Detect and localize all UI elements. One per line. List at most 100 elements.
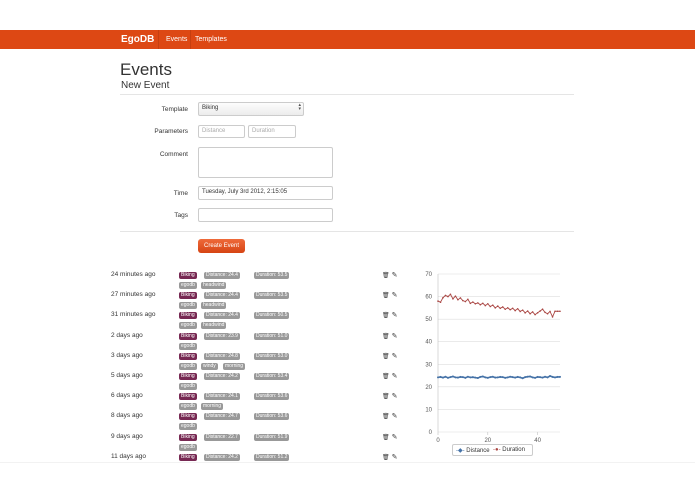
data-point-duration <box>482 302 484 305</box>
legend-item-distance[interactable]: -◆- Distance <box>456 447 490 454</box>
data-point-distance <box>476 377 479 380</box>
y-tick-label: 70 <box>425 272 432 278</box>
data-point-duration <box>462 299 464 302</box>
parameter-tag: Duration: 51.9 <box>254 433 290 441</box>
x-tick-label: 20 <box>484 438 491 444</box>
edit-icon[interactable]: ✎ <box>391 433 398 441</box>
parameter-tag: Distance: 24.4 <box>204 312 240 320</box>
data-point-distance <box>471 376 474 379</box>
row-actions: 🗑 ✎ <box>382 311 398 319</box>
event-time: 5 days ago <box>111 372 143 379</box>
y-tick-label: 10 <box>425 407 432 413</box>
parameter-tag: Duration: 53.0 <box>254 352 290 360</box>
event-time: 2 days ago <box>111 331 143 339</box>
tags-label: Tags <box>174 212 188 219</box>
data-point-distance <box>501 376 504 379</box>
row-actions: 🗑 ✎ <box>382 271 398 279</box>
edit-icon[interactable]: ✎ <box>391 453 398 461</box>
event-time: 3 days ago <box>111 351 143 359</box>
data-point-distance <box>466 375 469 378</box>
data-point-distance <box>506 376 509 379</box>
data-point-duration <box>486 302 489 305</box>
data-point-distance <box>514 376 517 379</box>
data-point-duration <box>536 312 539 314</box>
row-actions: 🗑 ✎ <box>382 291 398 299</box>
data-point-duration <box>444 294 447 297</box>
navbar: EgoDB Events Templates <box>0 30 695 49</box>
data-point-duration <box>519 310 521 313</box>
row-actions: 🗑 ✎ <box>382 392 398 400</box>
template-tag: Biking <box>179 393 197 401</box>
edit-icon[interactable]: ✎ <box>391 312 398 320</box>
data-point-duration <box>452 298 454 300</box>
trash-icon[interactable]: 🗑 <box>382 374 390 380</box>
nav-templates-link[interactable]: Templates <box>195 36 227 43</box>
data-point-distance <box>479 375 482 378</box>
user-tag: headwind <box>201 282 227 289</box>
user-tag: egodb <box>179 383 197 390</box>
parameter-tag: Distance: 24.4 <box>204 292 240 300</box>
edit-icon[interactable]: ✎ <box>391 332 398 340</box>
data-point-distance <box>504 376 507 379</box>
trash-icon[interactable]: 🗑 <box>382 394 390 401</box>
trash-icon[interactable]: 🗑 <box>382 454 390 461</box>
parameter-tag: Distance: 24.8 <box>204 352 240 360</box>
tags-input[interactable] <box>198 208 333 222</box>
data-point-duration <box>509 308 512 311</box>
trash-icon[interactable]: 🗑 <box>382 293 390 300</box>
parameter-tag: Duration: 53.4 <box>254 373 290 380</box>
data-point-duration <box>439 301 442 304</box>
user-tag: egodb <box>179 443 197 451</box>
data-point-duration <box>442 296 444 299</box>
duration-input[interactable]: Duration <box>248 125 296 138</box>
data-point-distance <box>531 376 534 379</box>
data-point-distance <box>464 376 467 379</box>
trash-icon[interactable]: 🗑 <box>382 414 390 421</box>
time-label: Time <box>173 190 188 197</box>
trash-icon[interactable]: 🗑 <box>382 353 390 360</box>
data-point-distance <box>481 375 484 378</box>
parameter-tag: Distance: 24.7 <box>204 413 240 421</box>
data-point-duration <box>489 305 492 308</box>
data-point-distance <box>437 376 439 379</box>
time-input[interactable]: Tuesday, July 3rd 2012, 2:15:05 <box>198 186 333 200</box>
parameter-tag: Distance: 24.2 <box>204 373 240 380</box>
edit-icon[interactable]: ✎ <box>391 292 398 300</box>
edit-icon[interactable]: ✎ <box>391 413 398 421</box>
user-tag: headwind <box>201 322 227 330</box>
template-tag: Biking <box>179 332 197 340</box>
legend-item-duration[interactable]: -●- Duration <box>493 447 525 453</box>
user-tag: egodb <box>179 322 197 330</box>
template-select[interactable]: Biking ▴ ▾ <box>198 102 304 116</box>
brand-logo[interactable]: EgoDB <box>121 34 155 45</box>
user-tag: egodb <box>179 282 197 289</box>
data-point-duration <box>554 310 556 313</box>
data-point-duration <box>474 302 477 305</box>
data-point-distance <box>509 375 512 378</box>
trash-icon[interactable]: 🗑 <box>382 434 390 441</box>
create-event-button[interactable]: Create Event <box>198 239 245 253</box>
data-point-duration <box>549 310 551 313</box>
trash-icon[interactable]: 🗑 <box>382 273 390 279</box>
edit-icon[interactable]: ✎ <box>391 272 398 279</box>
data-point-duration <box>464 300 467 303</box>
event-time: 24 minutes ago <box>111 271 156 278</box>
edit-icon[interactable]: ✎ <box>391 373 398 380</box>
event-time: 8 days ago <box>111 412 143 420</box>
edit-icon[interactable]: ✎ <box>391 352 398 360</box>
data-point-distance <box>541 376 544 379</box>
data-point-distance <box>546 376 549 379</box>
distance-input[interactable]: Distance <box>198 125 245 138</box>
trash-icon[interactable]: 🗑 <box>382 313 390 320</box>
parameter-tag: Distance: 23.9 <box>204 332 240 340</box>
series-line-duration <box>437 293 560 318</box>
row-actions: 🗑 ✎ <box>382 433 398 441</box>
data-point-duration <box>501 306 504 308</box>
data-point-duration <box>541 308 544 311</box>
data-point-distance <box>474 376 477 379</box>
row-actions: 🗑 ✎ <box>382 372 398 380</box>
edit-icon[interactable]: ✎ <box>391 393 398 401</box>
comment-textarea[interactable] <box>198 147 333 178</box>
nav-events-link[interactable]: Events <box>166 36 188 43</box>
trash-icon[interactable]: 🗑 <box>382 333 390 340</box>
